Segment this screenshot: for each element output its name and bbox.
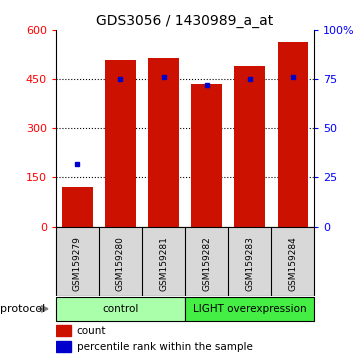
Bar: [56, 325, 71, 336]
Bar: [62, 187, 92, 227]
Bar: [105, 59, 135, 227]
Text: GSM159284: GSM159284: [288, 236, 297, 291]
FancyBboxPatch shape: [56, 297, 185, 321]
Text: LIGHT overexpression: LIGHT overexpression: [193, 304, 306, 314]
Text: GSM159280: GSM159280: [116, 236, 125, 291]
FancyBboxPatch shape: [185, 297, 314, 321]
Text: GSM159283: GSM159283: [245, 236, 254, 291]
Title: GDS3056 / 1430989_a_at: GDS3056 / 1430989_a_at: [96, 14, 274, 28]
Text: percentile rank within the sample: percentile rank within the sample: [77, 342, 252, 352]
Text: count: count: [77, 326, 106, 336]
Text: control: control: [102, 304, 139, 314]
Bar: [191, 84, 222, 227]
Bar: [56, 341, 71, 353]
Bar: [278, 41, 308, 227]
Text: GSM159281: GSM159281: [159, 236, 168, 291]
Text: GSM159279: GSM159279: [73, 236, 82, 291]
Text: protocol: protocol: [0, 304, 45, 314]
Text: GSM159282: GSM159282: [202, 236, 211, 291]
Bar: [235, 66, 265, 227]
Bar: [148, 58, 179, 227]
